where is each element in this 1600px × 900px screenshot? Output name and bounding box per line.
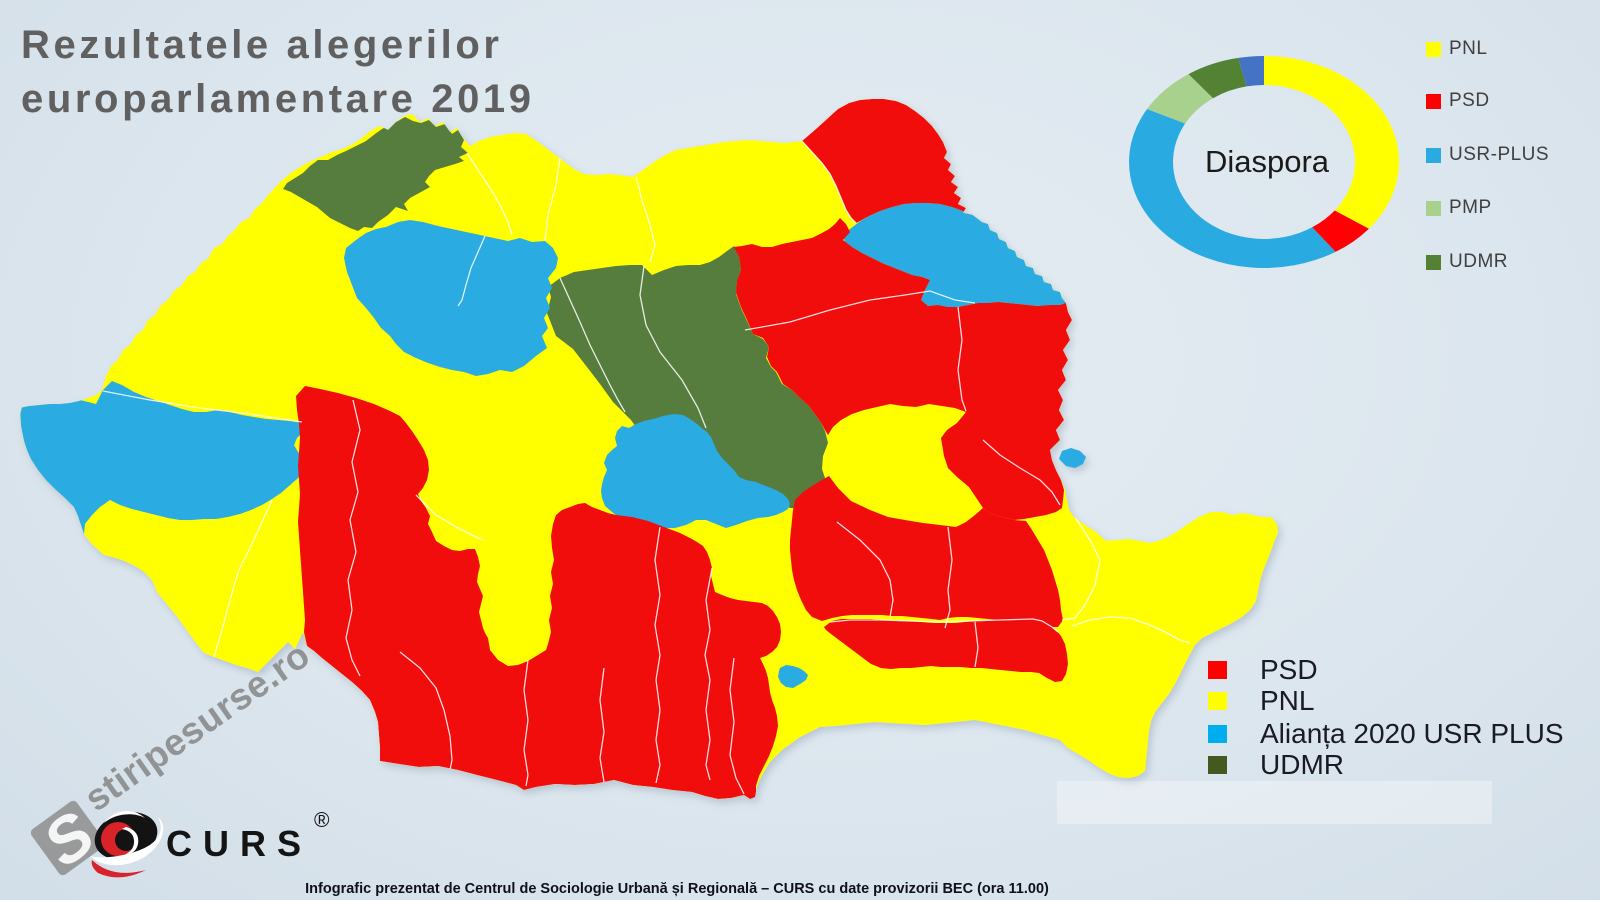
svg-text:®: ® [314, 809, 330, 832]
